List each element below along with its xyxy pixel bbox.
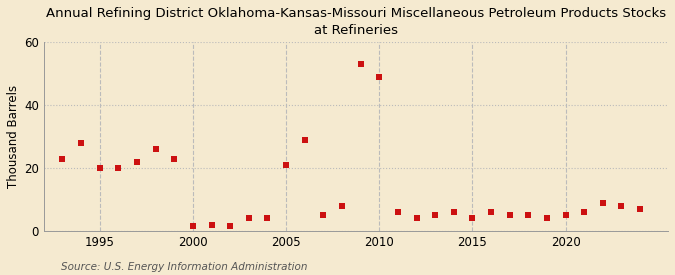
Point — [467, 216, 478, 221]
Y-axis label: Thousand Barrels: Thousand Barrels — [7, 85, 20, 188]
Point — [374, 75, 385, 79]
Point — [430, 213, 441, 218]
Point — [188, 224, 198, 229]
Point — [337, 204, 348, 208]
Point — [411, 216, 422, 221]
Point — [578, 210, 589, 214]
Point — [57, 156, 68, 161]
Point — [206, 222, 217, 227]
Point — [560, 213, 571, 218]
Point — [597, 200, 608, 205]
Point — [504, 213, 515, 218]
Point — [151, 147, 161, 152]
Title: Annual Refining District Oklahoma-Kansas-Missouri Miscellaneous Petroleum Produc: Annual Refining District Oklahoma-Kansas… — [46, 7, 666, 37]
Point — [132, 160, 142, 164]
Point — [318, 213, 329, 218]
Point — [355, 62, 366, 67]
Point — [281, 163, 292, 167]
Point — [392, 210, 403, 214]
Point — [262, 216, 273, 221]
Point — [485, 210, 496, 214]
Text: Source: U.S. Energy Information Administration: Source: U.S. Energy Information Administ… — [61, 262, 307, 272]
Point — [113, 166, 124, 170]
Point — [299, 138, 310, 142]
Point — [634, 207, 645, 211]
Point — [95, 166, 105, 170]
Point — [541, 216, 552, 221]
Point — [76, 141, 86, 145]
Point — [523, 213, 534, 218]
Point — [244, 216, 254, 221]
Point — [448, 210, 459, 214]
Point — [616, 204, 627, 208]
Point — [225, 224, 236, 229]
Point — [169, 156, 180, 161]
